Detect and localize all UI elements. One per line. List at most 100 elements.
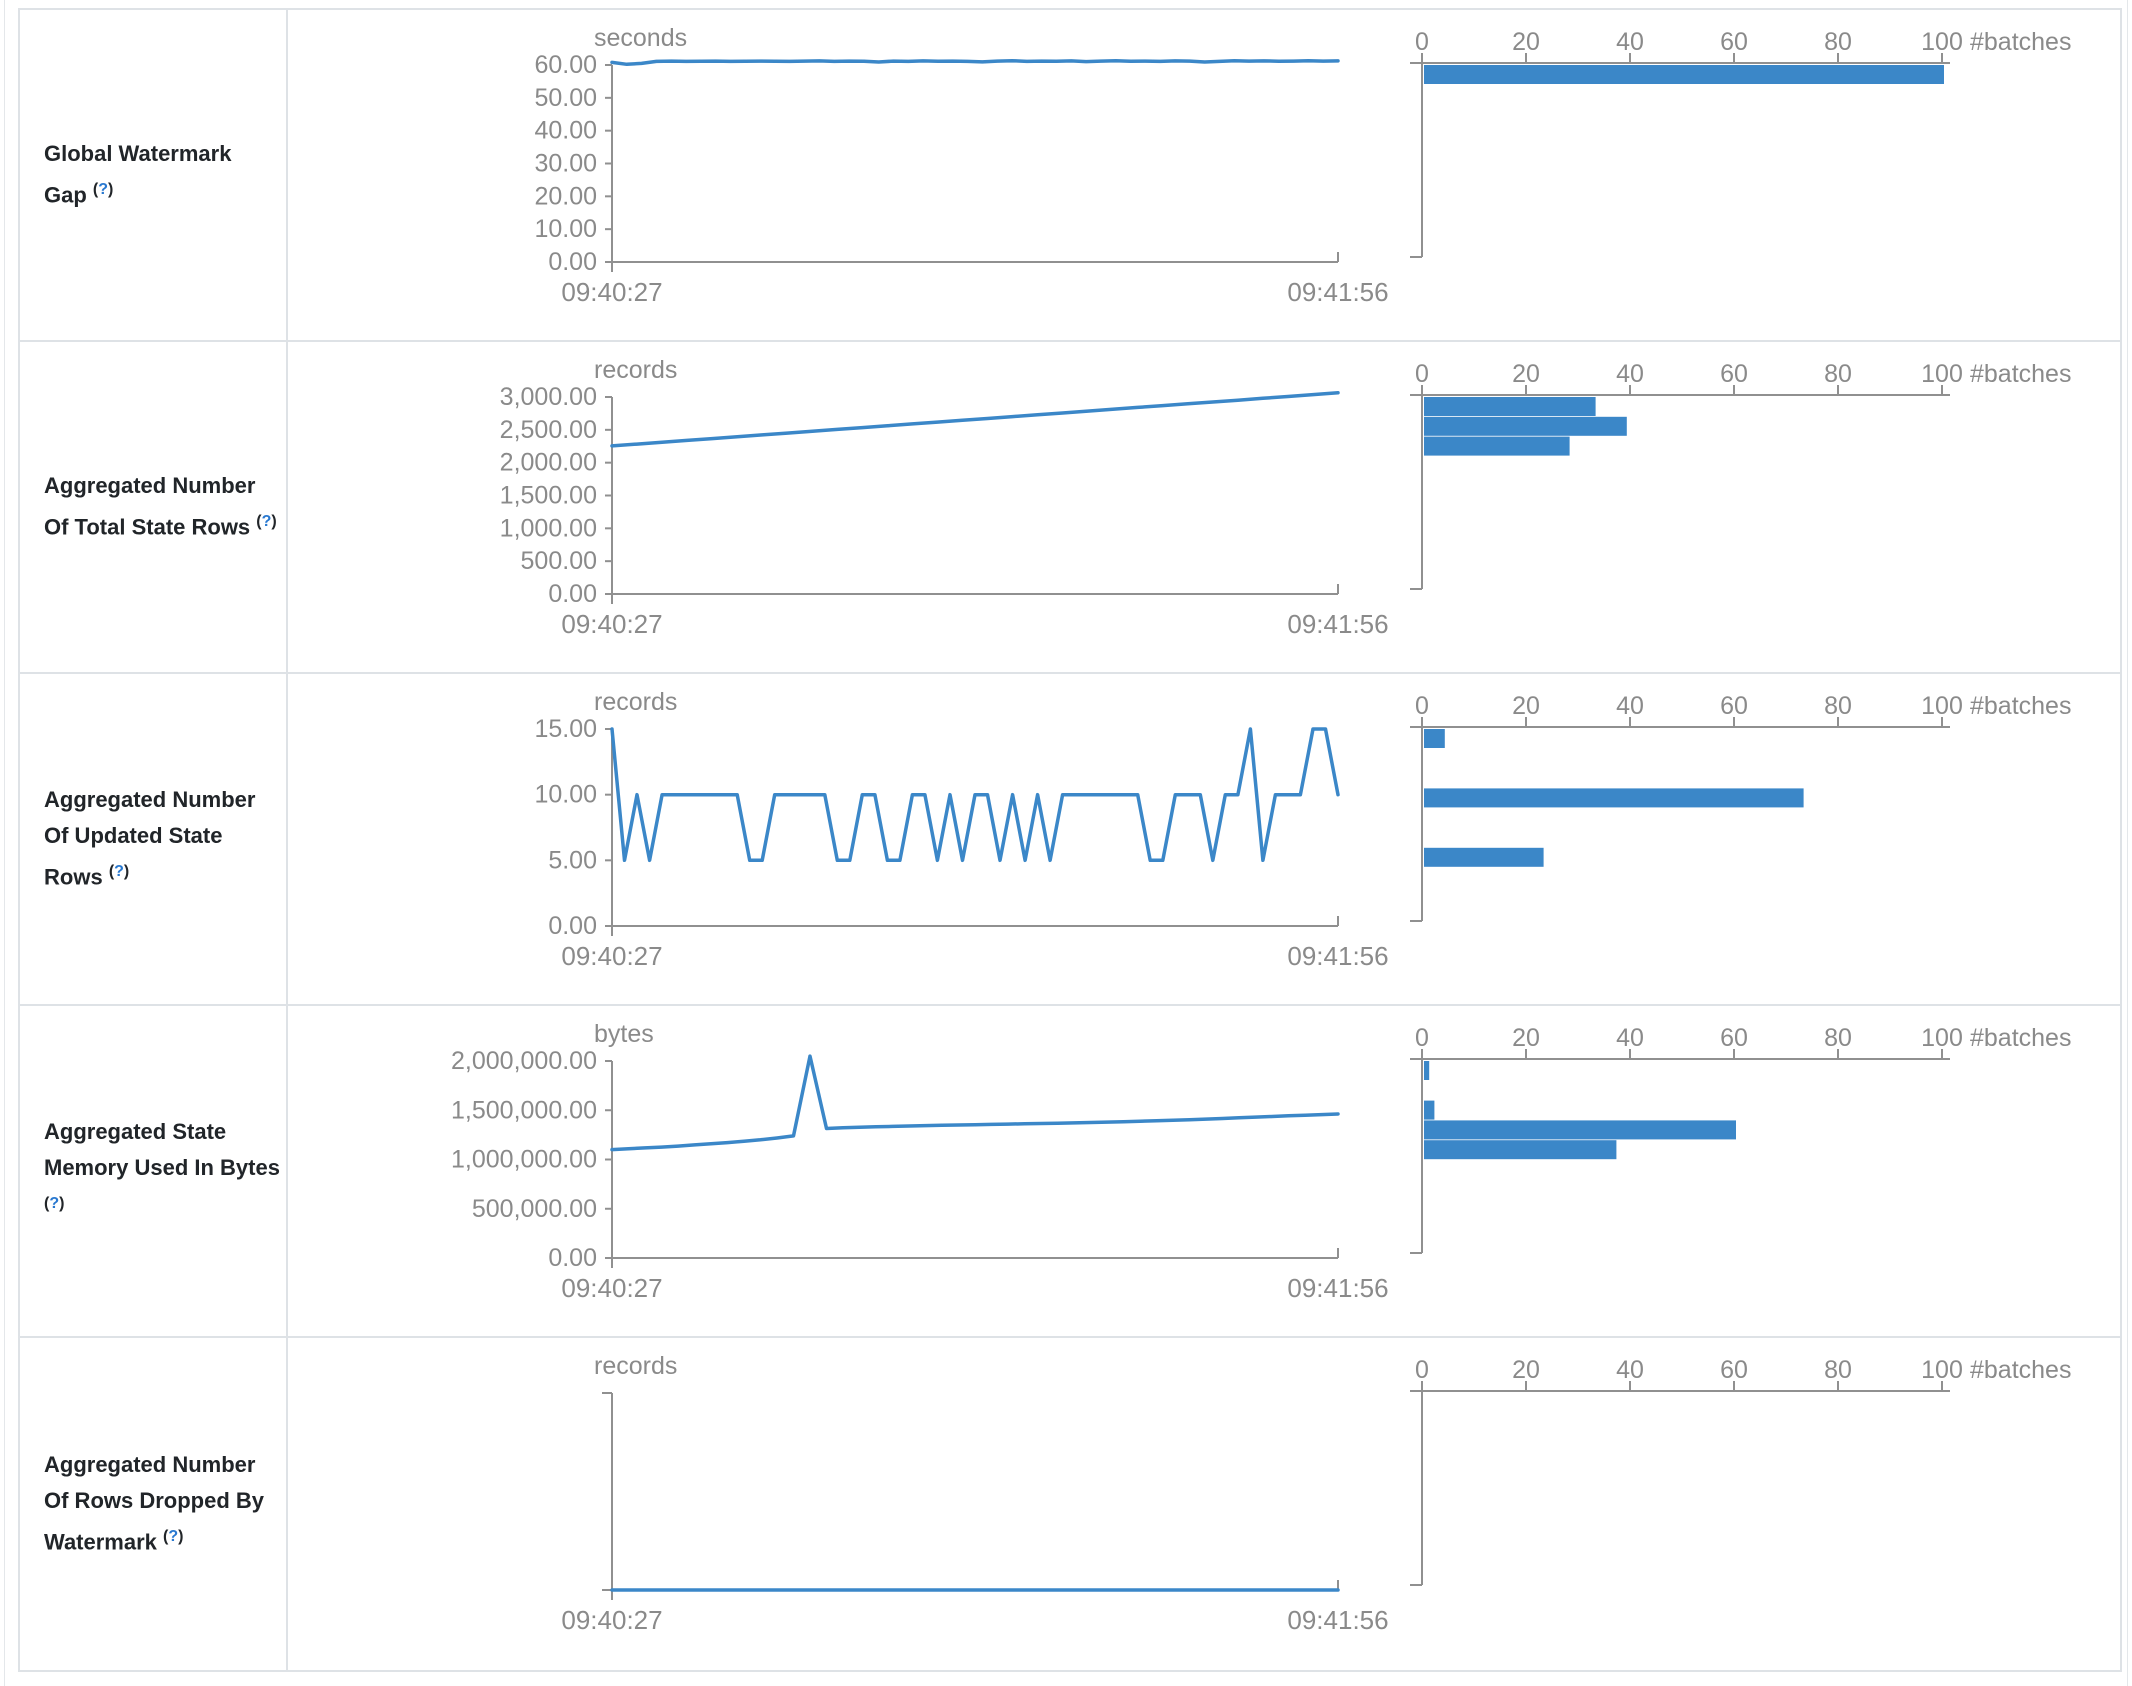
timeline-y-tick-label: 5.00 [548, 846, 597, 874]
timeline-y-tick-label: 30.00 [534, 150, 597, 178]
metric-label-cell: Aggregated Number Of Total State Rows (?… [20, 342, 288, 672]
streaming-metrics-table: Global Watermark Gap (?) seconds 60.00 50.… [18, 8, 2122, 1672]
histogram-chart: 0 20 40 60 80 100 #batches [1410, 1024, 2071, 1254]
metric-label: Aggregated State Memory Used In Bytes (?… [44, 1114, 280, 1227]
timeline-x-end-label: 09:41:56 [1287, 609, 1388, 639]
timeline-y-tick-label: 10.00 [534, 781, 597, 809]
histogram-x-tick-label: 40 [1616, 1356, 1644, 1384]
timeline-y-tick-label: 2,500.00 [500, 416, 597, 444]
timeline-x-start-label: 09:40:27 [561, 609, 662, 639]
timeline-y-tick-label: 0.00 [548, 248, 597, 276]
timeline-x-start-label: 09:40:27 [561, 1605, 662, 1635]
help-paren-close: ) [271, 513, 277, 531]
histogram-bar [1424, 847, 1544, 867]
metric-label: Aggregated Number Of Total State Rows (?… [44, 468, 280, 545]
timeline-line [610, 1054, 1340, 1152]
timeline-x-end-label: 09:41:56 [1287, 277, 1388, 307]
timeline-line [610, 727, 1340, 863]
help-link[interactable]: ? [168, 1528, 179, 1546]
histogram-x-tick-label: 60 [1720, 692, 1748, 720]
help-paren-open: ( [108, 863, 115, 881]
histogram-x-tick-label: 40 [1616, 1024, 1644, 1052]
help-link[interactable]: ? [49, 1195, 60, 1213]
histogram-bar [1424, 1140, 1617, 1160]
histogram-chart: 0 20 40 60 80 100 #batches [1410, 1356, 2071, 1586]
histogram-x-tick-label: 80 [1824, 692, 1852, 720]
timeline-y-tick-label: 1,000.00 [500, 514, 597, 542]
timeline-y-tick-label: 500,000.00 [472, 1195, 597, 1223]
metric-help: (?) [163, 1528, 183, 1545]
help-paren-close: ) [59, 1195, 65, 1213]
histogram-x-tick-label: 60 [1720, 360, 1748, 388]
metric-chart-cell: seconds 60.00 50.00 40.00 30.00 20.00 10.00 0.0… [288, 10, 2120, 340]
histogram-bar [1424, 65, 1944, 84]
help-link[interactable]: ? [114, 863, 124, 881]
histogram-x-tick-label: 100 [1921, 1356, 1963, 1384]
timeline-x-start-label: 09:40:27 [561, 941, 662, 971]
histogram-x-tick-label: 20 [1512, 1024, 1540, 1052]
histogram-x-tick-label: 80 [1824, 28, 1852, 56]
metric-label-text: Aggregated Number Of Total State Rows [44, 473, 256, 540]
histogram-x-tick-label: 80 [1824, 1024, 1852, 1052]
histogram-x-tick-label: 100 [1921, 692, 1963, 720]
timeline-y-tick-label: 2,000,000.00 [451, 1047, 597, 1075]
histogram-axis-label: #batches [1970, 1356, 2071, 1384]
histogram-x-tick-label: 0 [1415, 692, 1429, 720]
timeline-y-tick-label: 3,000.00 [500, 383, 597, 411]
timeline-y-tick-label: 0.00 [548, 912, 597, 940]
timeline-x-end-label: 09:41:56 [1287, 1605, 1388, 1635]
help-paren-close: ) [108, 181, 114, 199]
histogram-x-tick-label: 40 [1616, 28, 1644, 56]
timeline-unit-label: records [594, 356, 677, 384]
histogram-x-tick-label: 0 [1415, 1356, 1429, 1384]
timeline-y-tick-label: 2,000.00 [500, 449, 597, 477]
metric-help: (?) [256, 513, 276, 530]
timeline-unit-label: seconds [594, 24, 687, 52]
timeline-y-tick-label: 60.00 [534, 51, 597, 79]
histogram-x-tick-label: 20 [1512, 28, 1540, 56]
histogram-chart: 0 20 40 60 80 100 #batches [1410, 360, 2071, 590]
histogram-x-tick-label: 80 [1824, 1356, 1852, 1384]
metric-chart-cell: records 15.00 10.00 5.00 0.00 09:40:27 09:41:5… [288, 674, 2120, 1004]
help-paren-close: ) [123, 863, 130, 881]
histogram-axis-label: #batches [1970, 692, 2071, 720]
histogram-axis-label: #batches [1970, 1024, 2071, 1052]
histogram-x-tick-label: 80 [1824, 360, 1852, 388]
metric-label-text: Aggregated State Memory Used In Bytes [44, 1119, 280, 1181]
histogram-x-tick-label: 20 [1512, 360, 1540, 388]
help-paren-open: ( [44, 1195, 50, 1213]
histogram-bar [1424, 1120, 1736, 1140]
metric-label-text: Aggregated Number Of Updated State Rows [44, 787, 256, 890]
histogram-x-tick-label: 100 [1921, 28, 1963, 56]
histogram-x-tick-label: 100 [1921, 1024, 1963, 1052]
timeline-unit-label: records [594, 688, 677, 716]
histogram-x-tick-label: 0 [1415, 1024, 1429, 1052]
timeline-x-end-label: 09:41:56 [1287, 941, 1388, 971]
timeline-y-tick-label: 500.00 [521, 547, 597, 575]
metric-row: Aggregated Number Of Rows Dropped By Wat… [20, 1338, 2120, 1670]
help-paren-close: ) [178, 1528, 184, 1546]
metric-label: Aggregated Number Of Rows Dropped By Wat… [44, 1447, 280, 1560]
row-charts-svg: records 09:40:27 09:41:56 0 20 40 60 80 100 #batc… [561, 1352, 2071, 1635]
histogram-bar [1424, 729, 1445, 748]
histogram-x-tick-label: 40 [1616, 360, 1644, 388]
metric-row: Aggregated Number Of Updated State Rows … [20, 674, 2120, 1006]
histogram-x-tick-label: 60 [1720, 1356, 1748, 1384]
histogram-axis-label: #batches [1970, 28, 2071, 56]
metric-label: Aggregated Number Of Updated State Rows … [44, 782, 280, 895]
help-link[interactable]: ? [98, 181, 109, 199]
help-paren-open: ( [92, 181, 99, 199]
histogram-bar [1424, 436, 1570, 456]
timeline-y-tick-label: 0.00 [548, 580, 597, 608]
help-link[interactable]: ? [261, 513, 272, 531]
histogram-bar [1424, 416, 1627, 436]
metric-chart-cell: records 3,000.00 2,500.00 2,000.00 1,500.00 1… [288, 342, 2120, 672]
metric-label: Global Watermark Gap (?) [44, 136, 280, 213]
histogram-bar [1424, 1100, 1435, 1120]
